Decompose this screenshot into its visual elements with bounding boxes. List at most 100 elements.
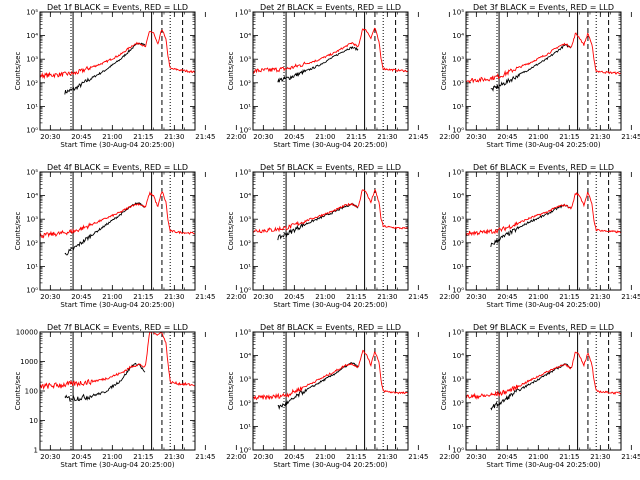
plot-frame [252, 171, 409, 291]
chart-title: Det 6f BLACK = Events, RED = LLD [473, 163, 614, 172]
y-axis-label: Counts/sec [227, 52, 235, 91]
x-axis-label: Start Time (30-Aug-04 20:25:00) [486, 461, 600, 469]
events-series-line [64, 362, 146, 402]
plot-frame [39, 331, 196, 451]
y-tick-label: 10⁴ [452, 352, 464, 360]
y-tick-label: 10³ [239, 376, 251, 384]
x-tick-label: 21:45 [408, 453, 428, 461]
y-tick-label: 10² [239, 399, 251, 407]
lld-series-line [253, 188, 408, 234]
x-tick-label: 21:45 [621, 453, 640, 461]
x-tick-label: 21:30 [164, 133, 184, 141]
plot-frame [39, 11, 196, 131]
y-tick-label: 100 [25, 388, 38, 396]
events-series-line [277, 45, 359, 83]
x-tick-label: 21:30 [590, 133, 610, 141]
x-tick-label: 20:30 [40, 453, 60, 461]
plot-area [253, 332, 408, 450]
x-tick-label: 22:00 [439, 293, 459, 301]
events-series-line [490, 43, 572, 92]
lld-series-line [253, 349, 408, 401]
x-tick-label: 21:30 [590, 293, 610, 301]
y-tick-label: 10³ [26, 56, 38, 64]
chart-title: Det 4f BLACK = Events, RED = LLD [47, 163, 188, 172]
y-tick-label: 10⁰ [239, 127, 251, 135]
chart-title: Det 7f BLACK = Events, RED = LLD [47, 323, 188, 332]
x-tick-label: 21:00 [315, 293, 335, 301]
y-tick-label: 10⁴ [239, 192, 251, 200]
y-tick-label: 10³ [239, 56, 251, 64]
y-tick-label: 10¹ [452, 423, 464, 431]
x-axis-label: Start Time (30-Aug-04 20:25:00) [486, 301, 600, 309]
plot-frame [465, 171, 622, 291]
chart-panel: Det 8f BLACK = Events, RED = LLD 10⁰ 10¹ 10… [227, 323, 459, 469]
chart-title: Det 3f BLACK = Events, RED = LLD [473, 3, 614, 12]
chart-panel: Det 2f BLACK = Events, RED = LLD 10⁰ 10¹ 10… [227, 3, 459, 149]
y-axis-label: Counts/sec [227, 212, 235, 251]
y-axis-label: Counts/sec [14, 212, 22, 251]
x-axis-label: Start Time (30-Aug-04 20:25:00) [60, 301, 174, 309]
plot-frame [465, 11, 622, 131]
x-tick-label: 22:00 [226, 133, 246, 141]
y-tick-label: 10⁴ [452, 192, 464, 200]
x-tick-label: 22:00 [439, 453, 459, 461]
y-tick-label: 10⁵ [452, 329, 464, 337]
y-axis-label: Counts/sec [440, 372, 448, 411]
y-tick-label: 10⁵ [26, 9, 38, 17]
x-tick-label: 20:45 [284, 293, 304, 301]
y-tick-label: 10000 [16, 329, 38, 337]
x-tick-label: 21:15 [346, 453, 366, 461]
x-tick-label: 21:30 [164, 293, 184, 301]
y-tick-label: 10² [26, 79, 38, 87]
y-tick-label: 10⁰ [452, 127, 464, 135]
x-tick-label: 20:30 [40, 133, 60, 141]
x-axis-label: Start Time (30-Aug-04 20:25:00) [273, 301, 387, 309]
x-tick-label: 20:45 [284, 453, 304, 461]
y-tick-label: 10² [26, 239, 38, 247]
y-tick-label: 10⁴ [239, 32, 251, 40]
x-tick-label: 21:00 [315, 133, 335, 141]
x-tick-label: 21:30 [590, 453, 610, 461]
x-axis-label: Start Time (30-Aug-04 20:25:00) [486, 141, 600, 149]
chart-panel: Det 5f BLACK = Events, RED = LLD 10⁰ 10¹ 10… [227, 163, 459, 309]
y-tick-label: 10³ [452, 56, 464, 64]
events-series-line [490, 204, 572, 247]
lld-series-line [40, 332, 195, 390]
chart-title: Det 8f BLACK = Events, RED = LLD [260, 323, 401, 332]
y-tick-label: 10⁵ [239, 169, 251, 177]
lld-series-line [253, 27, 408, 74]
y-tick-label: 1 [34, 447, 38, 455]
chart-title: Det 5f BLACK = Events, RED = LLD [260, 163, 401, 172]
lld-series-line [466, 191, 621, 237]
x-tick-label: 21:15 [346, 293, 366, 301]
x-tick-label: 21:45 [621, 293, 640, 301]
y-tick-label: 1000 [20, 358, 38, 366]
y-axis-label: Counts/sec [440, 52, 448, 91]
x-tick-label: 21:45 [195, 133, 215, 141]
events-series-line [64, 202, 146, 256]
y-tick-label: 10⁴ [26, 32, 38, 40]
y-tick-label: 10 [29, 417, 38, 425]
x-tick-label: 21:15 [133, 133, 153, 141]
lld-series-line [466, 32, 621, 84]
plot-frame [252, 11, 409, 131]
events-series-line [277, 362, 359, 410]
x-axis-label: Start Time (30-Aug-04 20:25:00) [60, 461, 174, 469]
chart-title: Det 9f BLACK = Events, RED = LLD [473, 323, 614, 332]
y-tick-label: 10² [239, 79, 251, 87]
chart-panel: Det 3f BLACK = Events, RED = LLD 10⁰ 10¹ 10… [440, 3, 640, 149]
chart-title: Det 2f BLACK = Events, RED = LLD [260, 3, 401, 12]
x-tick-label: 21:00 [102, 293, 122, 301]
x-tick-label: 21:30 [377, 133, 397, 141]
y-tick-label: 10¹ [26, 103, 38, 111]
plot-area [253, 12, 408, 130]
x-tick-label: 21:45 [195, 293, 215, 301]
chart-panel: Det 7f BLACK = Events, RED = LLD 1 10 100 10… [14, 323, 246, 469]
x-tick-label: 21:45 [621, 133, 640, 141]
y-tick-label: 10⁵ [26, 169, 38, 177]
x-tick-label: 21:15 [133, 293, 153, 301]
chart-panel: Det 1f BLACK = Events, RED = LLD 10⁰ 10¹ 10… [14, 3, 246, 149]
x-tick-label: 21:00 [102, 133, 122, 141]
y-tick-label: 10³ [239, 216, 251, 224]
